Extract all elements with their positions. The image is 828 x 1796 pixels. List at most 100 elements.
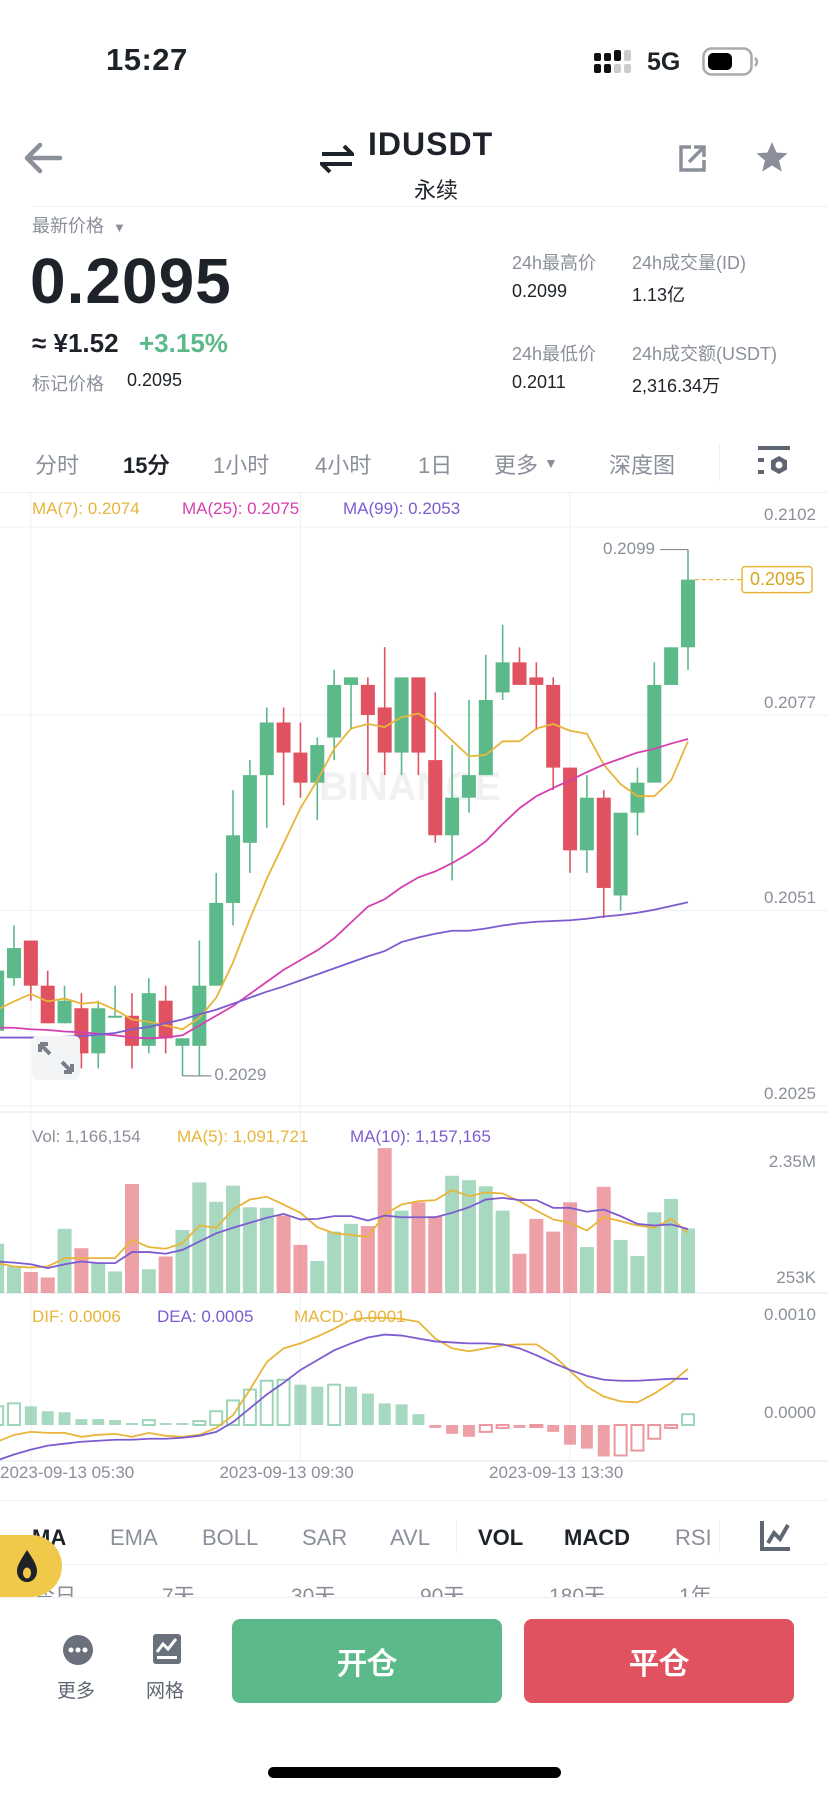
macd-histogram-bar bbox=[276, 1378, 291, 1426]
fullscreen-expand-icon[interactable] bbox=[32, 1036, 80, 1080]
stat-value-24h-high: 0.2099 bbox=[512, 281, 568, 301]
kline-chart[interactable]: BINANCE bbox=[0, 490, 828, 1500]
price-axis-label: 0.2025 bbox=[764, 1083, 816, 1103]
status-time: 15:27 bbox=[106, 42, 188, 77]
tab-4h[interactable]: 4小时 bbox=[315, 453, 372, 478]
volume-bar bbox=[141, 1269, 156, 1293]
legend-vol: Vol: 1,166,154 bbox=[32, 1127, 141, 1146]
indicator-boll[interactable]: BOLL bbox=[202, 1525, 259, 1550]
macd-histogram-bar bbox=[429, 1425, 442, 1428]
candle bbox=[478, 654, 493, 776]
indicator-vol[interactable]: VOL bbox=[478, 1525, 524, 1550]
macd-histogram-bar bbox=[462, 1425, 475, 1437]
volume-bar bbox=[108, 1271, 123, 1293]
more-icon[interactable] bbox=[62, 1634, 94, 1666]
chart-settings-icon[interactable] bbox=[758, 444, 790, 478]
swap-icon[interactable] bbox=[320, 142, 354, 176]
volume-bar bbox=[394, 1210, 409, 1293]
volume-bar bbox=[681, 1228, 695, 1293]
macd-histogram-bar bbox=[259, 1379, 274, 1427]
tab-1d[interactable]: 1日 bbox=[418, 453, 453, 478]
volume-axis-label: 253K bbox=[776, 1268, 816, 1287]
macd-histogram-bar bbox=[361, 1393, 374, 1425]
tab-more[interactable]: 更多 bbox=[494, 453, 539, 478]
macd-histogram-bar bbox=[597, 1425, 610, 1457]
more-label[interactable]: 更多 bbox=[57, 1681, 96, 1702]
close-position-button[interactable]: 平仓 bbox=[524, 1619, 794, 1703]
candle-body bbox=[579, 797, 594, 851]
mark-price: 0.2095 bbox=[127, 370, 183, 390]
candle-body bbox=[563, 767, 578, 851]
indicator-settings-icon[interactable] bbox=[760, 1521, 790, 1551]
date-axis-divider bbox=[0, 1500, 828, 1501]
tab-depth-chart[interactable]: 深度图 bbox=[609, 453, 676, 478]
tabs-separator bbox=[719, 443, 720, 481]
candle-body bbox=[23, 940, 38, 986]
indicator-ema[interactable]: EMA bbox=[110, 1525, 158, 1550]
candle-body bbox=[647, 684, 662, 783]
caret-down-icon: ▼ bbox=[113, 220, 126, 235]
macd-histogram-bar bbox=[513, 1425, 526, 1428]
indicator-macd[interactable]: MACD bbox=[564, 1525, 630, 1550]
candle bbox=[360, 677, 375, 776]
volume-bar bbox=[57, 1228, 72, 1293]
macd-histogram bbox=[0, 1378, 695, 1457]
candle-body bbox=[664, 647, 679, 685]
ma-line bbox=[0, 901, 689, 1039]
candle-body bbox=[377, 707, 392, 753]
back-arrow-icon[interactable] bbox=[22, 140, 64, 176]
volume-bar bbox=[7, 1266, 21, 1293]
grid-trading-icon[interactable] bbox=[152, 1633, 182, 1665]
volume-bar bbox=[596, 1186, 611, 1293]
volume-bar bbox=[360, 1226, 375, 1293]
symbol-title[interactable]: IDUSDT bbox=[368, 126, 494, 162]
price-axis-label: 0.2102 bbox=[764, 505, 816, 524]
range-divider bbox=[0, 1597, 828, 1598]
grid-label[interactable]: 网格 bbox=[146, 1681, 185, 1702]
volume-bar bbox=[478, 1186, 493, 1293]
volume-bar bbox=[579, 1247, 594, 1293]
candle bbox=[226, 790, 241, 926]
legend-vol-ma10: MA(10): 1,157,165 bbox=[350, 1127, 491, 1146]
macd-histogram-bar bbox=[580, 1425, 593, 1449]
candle-body bbox=[411, 677, 426, 753]
indicator-rsi[interactable]: RSI bbox=[675, 1525, 712, 1550]
indicator-avl[interactable]: AVL bbox=[390, 1525, 430, 1550]
share-icon[interactable] bbox=[678, 143, 708, 173]
candle bbox=[293, 722, 308, 798]
candle-body bbox=[681, 579, 695, 648]
indicator-sar[interactable]: SAR bbox=[302, 1525, 348, 1550]
candle-body bbox=[141, 993, 156, 1046]
caret-down-icon: ▼ bbox=[544, 455, 558, 471]
candle bbox=[495, 624, 510, 700]
indicator-separator bbox=[456, 1521, 457, 1553]
tab-1h[interactable]: 1小时 bbox=[213, 453, 270, 478]
volume-bar bbox=[546, 1231, 561, 1293]
candle-body bbox=[276, 722, 291, 753]
macd-histogram-bar bbox=[327, 1383, 342, 1427]
tab-time-sharing[interactable]: 分时 bbox=[35, 453, 80, 478]
candle bbox=[546, 677, 561, 791]
volume-bar bbox=[226, 1185, 241, 1293]
open-position-button[interactable]: 开仓 bbox=[232, 1619, 502, 1703]
ma-line bbox=[0, 712, 689, 1031]
volume-bar bbox=[495, 1210, 510, 1293]
volume-bar bbox=[0, 1243, 5, 1293]
macd-histogram-bar bbox=[681, 1413, 695, 1427]
floating-assistant-button[interactable] bbox=[0, 1535, 62, 1597]
mark-price-label: 标记价格 bbox=[32, 374, 104, 394]
last-price-selector[interactable]: 最新价格 ▼ bbox=[32, 212, 126, 238]
candle-body bbox=[259, 722, 274, 776]
candle bbox=[394, 677, 409, 776]
star-icon[interactable] bbox=[755, 140, 789, 174]
candle bbox=[579, 775, 594, 873]
macd-histogram-bar bbox=[345, 1386, 357, 1425]
macd-histogram-bar bbox=[75, 1419, 88, 1425]
volume-bar bbox=[344, 1223, 358, 1293]
macd-histogram-bar bbox=[176, 1423, 189, 1425]
macd-histogram-bar bbox=[529, 1424, 544, 1428]
candle bbox=[377, 647, 392, 776]
time-axis-label: 2023-09-13 05:30 bbox=[0, 1463, 135, 1482]
stat-label-24h-low: 24h最低价 bbox=[512, 344, 597, 364]
tab-15m[interactable]: 15分 bbox=[123, 453, 170, 478]
